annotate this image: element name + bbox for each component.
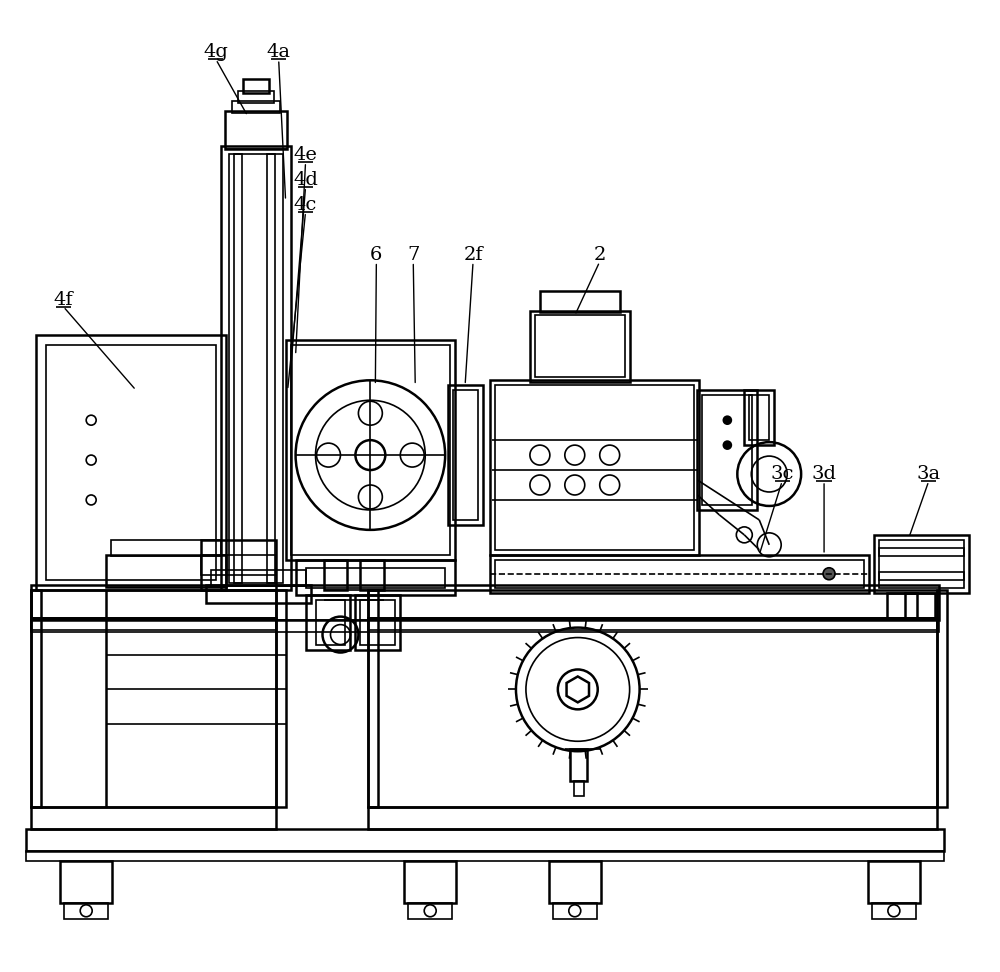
Bar	[408, 903, 452, 919]
Bar	[31, 590, 276, 617]
Bar	[26, 850, 944, 861]
Bar	[106, 555, 226, 587]
Bar	[368, 617, 937, 630]
Bar	[697, 391, 757, 510]
Bar	[229, 154, 283, 583]
Bar	[201, 555, 276, 574]
Bar	[31, 617, 276, 630]
Bar	[490, 380, 699, 555]
Bar	[453, 391, 478, 520]
Bar	[495, 385, 694, 550]
Bar	[887, 593, 917, 617]
Bar	[31, 619, 939, 632]
Bar	[744, 391, 774, 445]
Text: 4e: 4e	[294, 146, 317, 164]
Bar	[368, 590, 937, 617]
Bar	[868, 861, 920, 903]
Bar	[31, 617, 276, 807]
Bar	[553, 903, 597, 919]
Text: 6: 6	[370, 246, 383, 263]
Bar	[355, 595, 400, 649]
Bar	[937, 590, 947, 807]
Text: 3d: 3d	[812, 465, 837, 483]
Bar	[225, 111, 287, 149]
Bar	[368, 807, 937, 829]
Bar	[879, 539, 964, 588]
Bar	[286, 340, 455, 560]
Bar	[368, 590, 378, 807]
Bar	[702, 396, 752, 504]
Bar	[905, 593, 935, 617]
Bar	[111, 539, 221, 556]
Bar	[232, 101, 280, 113]
Bar	[234, 154, 242, 583]
Bar	[749, 396, 769, 440]
Bar	[64, 903, 108, 919]
Bar	[448, 385, 483, 525]
Text: 2: 2	[594, 246, 606, 263]
Bar	[540, 291, 620, 312]
Bar	[46, 345, 216, 579]
Bar	[276, 590, 286, 807]
Circle shape	[823, 568, 835, 579]
Bar	[60, 861, 112, 903]
Bar	[360, 560, 384, 590]
Bar	[306, 568, 445, 588]
Text: 2f: 2f	[463, 246, 483, 263]
Bar	[31, 585, 939, 619]
Bar	[267, 154, 275, 583]
Bar	[490, 555, 869, 593]
Bar	[36, 335, 226, 590]
Circle shape	[723, 441, 731, 449]
Bar	[879, 548, 964, 556]
Text: 3a: 3a	[917, 465, 941, 483]
Bar	[316, 600, 345, 644]
Bar	[201, 539, 276, 590]
Bar	[31, 590, 41, 807]
Bar	[243, 79, 269, 93]
Bar	[495, 560, 864, 588]
Text: 4g: 4g	[203, 44, 228, 61]
Bar	[324, 560, 347, 590]
Bar	[872, 903, 916, 919]
Text: 4a: 4a	[267, 44, 291, 61]
Text: 4f: 4f	[53, 291, 73, 308]
Bar	[296, 560, 455, 595]
Bar	[221, 146, 291, 590]
Bar	[291, 345, 450, 555]
Bar	[404, 861, 456, 903]
Bar	[26, 829, 944, 850]
Bar	[570, 749, 587, 781]
Bar	[530, 310, 630, 382]
Bar	[31, 807, 276, 829]
Circle shape	[723, 416, 731, 424]
Bar	[306, 595, 350, 649]
Bar	[368, 617, 937, 807]
Bar	[879, 572, 964, 579]
Bar	[360, 600, 395, 644]
Text: 7: 7	[407, 246, 419, 263]
Bar	[574, 781, 584, 796]
Text: 4c: 4c	[294, 195, 317, 214]
Bar	[549, 861, 601, 903]
Bar	[206, 585, 311, 603]
Bar	[238, 91, 274, 103]
Text: 3c: 3c	[770, 465, 794, 483]
Bar	[211, 570, 306, 586]
Bar	[874, 535, 969, 593]
Bar	[535, 316, 625, 377]
Text: 4d: 4d	[293, 171, 318, 189]
